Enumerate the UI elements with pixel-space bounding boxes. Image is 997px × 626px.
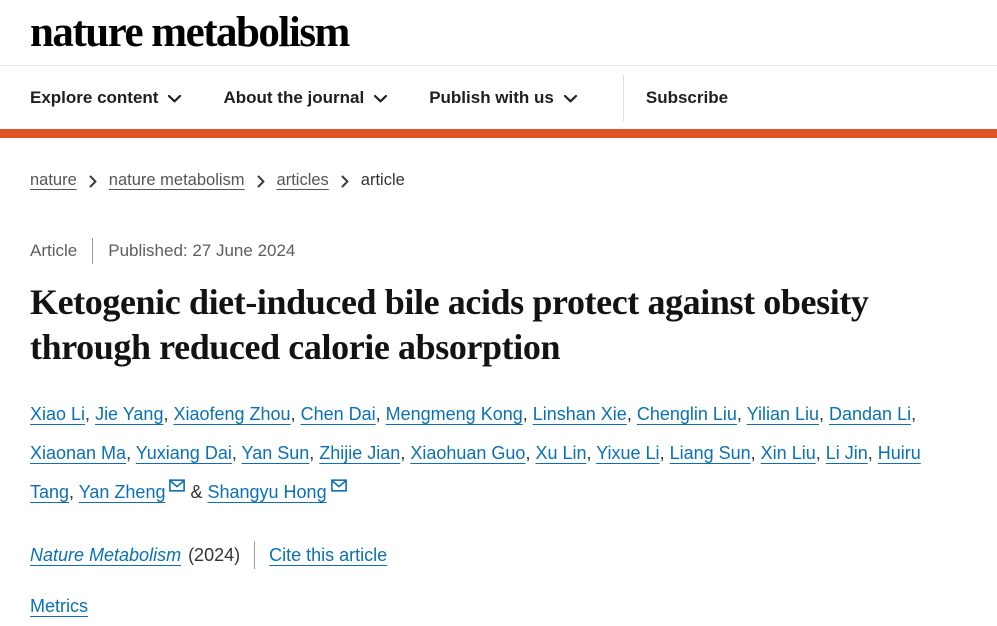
email-icon[interactable] [330,479,347,492]
citation-divider [254,541,256,569]
email-icon[interactable] [169,479,186,492]
author-separator: , [375,404,386,424]
author-link[interactable]: Dandan Li [829,404,912,424]
author-link[interactable]: Yuxiang Dai [135,443,232,463]
author-link[interactable]: Xu Lin [535,443,587,463]
author-separator: , [85,404,96,424]
accent-bar [0,129,997,138]
author-separator: , [290,404,301,424]
published-date: Published: 27 June 2024 [108,241,296,260]
author-separator: , [659,443,670,463]
author-separator: , [911,404,917,424]
author-separator: , [163,404,174,424]
author-link[interactable]: Yan Zheng [78,482,166,502]
nav-item-label: About the journal [223,87,365,107]
author-link[interactable]: Chenglin Liu [636,404,737,424]
nav-item-about-the-journal[interactable]: About the journal [223,87,388,108]
author-separator: , [586,443,597,463]
author-link[interactable]: Xiao Li [30,404,86,424]
nav-divider [622,74,624,121]
author-separator: , [231,443,242,463]
nav-item-label: Publish with us [429,87,554,107]
nav-item-publish-with-us[interactable]: Publish with us [429,88,577,108]
author-separator: , [736,404,747,424]
subscribe-link[interactable]: Subscribe [645,87,729,107]
author-link[interactable]: Mengmeng Kong [385,404,523,424]
cite-this-article-link[interactable]: Cite this article [269,544,388,565]
metrics-row: Metrics [30,596,963,617]
author-link[interactable]: Yilian Liu [746,404,819,424]
breadcrumb-link-articles[interactable]: articles [276,171,329,189]
author-link[interactable]: Linshan Xie [532,404,627,424]
author-separator: , [525,443,536,463]
author-separator: , [69,482,79,502]
author-link[interactable]: Zhijie Jian [319,443,401,463]
author-link[interactable]: Xiaofeng Zhou [173,404,291,424]
author-separator: , [400,443,411,463]
journal-logo[interactable]: nature metabolism [30,9,350,56]
breadcrumb: nature nature metabolism articles articl… [30,171,963,190]
author-list: Xiao Li, Jie Yang, Xiaofeng Zhou, Chen D… [30,395,963,512]
journal-link[interactable]: Nature Metabolism [30,544,182,565]
site-header: nature metabolism [0,0,997,66]
chevron-down-icon [374,93,388,103]
article-type-label: Article [30,241,78,260]
author-link[interactable]: Jie Yang [95,404,164,424]
main-nav: Explore content About the journal Publis… [0,66,997,129]
nav-item-explore-content[interactable]: Explore content [30,87,182,108]
breadcrumb-current: article [360,171,405,189]
author-link[interactable]: Shangyu Hong [207,482,327,502]
article-title: Ketogenic diet-induced bile acids protec… [30,282,869,367]
author-link[interactable]: Yan Sun [241,443,310,463]
author-link[interactable]: Li Jin [825,443,868,463]
chevron-right-icon [89,174,97,188]
author-link[interactable]: Xiaohuan Guo [410,443,526,463]
author-link[interactable]: Xiaonan Ma [30,443,127,463]
author-separator: , [750,443,761,463]
chevron-down-icon [563,93,577,103]
nav-item-label: Explore content [30,87,159,107]
citation-row: Nature Metabolism (2024) Cite this artic… [30,541,963,569]
citation-year: (2024) [188,544,241,565]
author-separator: , [815,443,826,463]
chevron-down-icon [168,93,182,103]
article-header: nature nature metabolism articles articl… [0,138,997,617]
chevron-right-icon [257,174,265,188]
author-link[interactable]: Yixue Li [596,443,660,463]
chevron-right-icon [341,174,349,188]
author-separator: & [185,482,208,502]
author-separator: , [819,404,830,424]
author-link[interactable]: Huiru Tang [30,443,921,502]
breadcrumb-link-nature[interactable]: nature [30,171,77,189]
author-link[interactable]: Liang Sun [669,443,751,463]
metrics-link[interactable]: Metrics [30,596,88,616]
author-separator: , [309,443,320,463]
author-separator: , [867,443,878,463]
author-separator: , [126,443,136,463]
author-link[interactable]: Chen Dai [300,404,376,424]
breadcrumb-link-nature-metabolism[interactable]: nature metabolism [108,171,245,189]
author-link[interactable]: Xin Liu [760,443,816,463]
author-separator: , [522,404,533,424]
author-separator: , [626,404,637,424]
meta-divider [92,238,94,264]
article-meta: Article Published: 27 June 2024 [30,238,963,264]
